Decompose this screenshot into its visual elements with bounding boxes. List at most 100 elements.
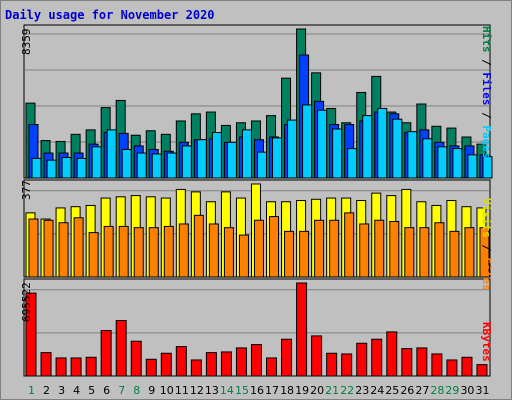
x-tick-label: 7 [118,384,125,397]
visits-sites-bar [253,219,264,278]
kbytes-kbytes-bar [55,357,67,377]
x-tick-label: 24 [370,384,384,397]
x-tick-label: 10 [160,384,174,397]
hits-pages-bar [392,118,403,179]
kbytes-kbytes-bar [386,331,398,377]
visits-sites-bar [58,222,69,278]
hits-pages-bar [181,145,192,179]
visits-sites-bar [389,220,400,278]
visits-legend-visits: Visits [480,198,493,238]
visits-sites-bar [148,227,159,278]
visits-sites-bar [404,227,415,278]
hits-pages-bar [241,129,252,179]
hits-pages-bar [226,141,237,179]
visits-sites-bar [344,212,355,278]
kbytes-kbytes-bar [296,282,308,377]
x-tick-label: 23 [355,384,369,397]
hits-pages-bar [467,154,478,179]
x-tick-label: 22 [340,384,354,397]
hits-pages-bar [31,157,42,179]
x-tick-label: 30 [460,384,474,397]
hits-legend-files: Files [480,72,493,106]
kbytes-kbytes-bar [205,352,217,377]
hits-pages-bar [256,151,267,179]
hits-pages-bar [76,157,87,179]
x-tick-label: 20 [310,384,324,397]
kbytes-kbytes-bar [220,351,232,377]
hits-pages-bar [287,119,298,179]
x-tick-label: 13 [205,384,219,397]
x-tick-label: 29 [445,384,459,397]
x-tick-label: 17 [265,384,279,397]
kbytes-kbytes-bar [461,356,473,377]
kbytes-kbytes-bar [446,359,458,377]
hits-pages-bar [302,104,313,179]
visits-sites-bar [163,225,174,278]
x-tick-label: 25 [385,384,399,397]
visits-sites-bar [329,219,340,278]
x-tick-label: 8 [133,384,140,397]
x-tick-label: 12 [190,384,204,397]
visits-sites-bar [449,230,460,278]
visits-sites-bar [88,232,99,278]
x-tick-label: 26 [400,384,414,397]
kbytes-kbytes-bar [371,338,383,377]
x-tick-label: 2 [43,384,50,397]
kbytes-kbytes-bar [160,352,172,377]
hits-pages-bar [211,132,222,179]
x-tick-label: 18 [280,384,294,397]
kbytes-kbytes-bar [175,346,187,377]
visits-sites-bar [299,230,310,278]
kbytes-kbytes-bar [341,353,353,377]
kbytes-kbytes-bar [416,347,428,377]
kbytes-kbytes-bar [401,348,413,377]
x-tick-label: 5 [88,384,95,397]
kbytes-legend-kbytes: KBytes [480,322,493,362]
hits-pages-bar [46,159,57,179]
visits-sites-bar [28,218,39,278]
visits-sites-bar [419,227,430,278]
x-tick-label: 11 [175,384,189,397]
visits-sites-bar [374,219,385,278]
visits-sites-bar [464,227,475,278]
kbytes-kbytes-bar [25,292,37,377]
kbytes-kbytes-bar [115,320,127,377]
hits-pages-bar [272,137,283,179]
visits-sites-bar [479,227,490,278]
visits-legend-sep: / [480,237,493,258]
kbytes-kbytes-bar [476,364,488,377]
hits-pages-bar [437,146,448,179]
x-tick-label: 19 [295,384,309,397]
hits-legend-pages: Pages [480,125,493,159]
visits-sites-bar [223,227,234,278]
visits-sites-bar [133,227,144,278]
visits-sites-bar [103,225,114,278]
hits-pages-bar [347,148,358,179]
kbytes-kbytes-bar [281,338,293,377]
visits-legend-sites: Sites [480,257,493,291]
visits-sites-bar [43,219,54,278]
kbytes-kbytes-bar [356,342,368,377]
hits-pages-bar [121,148,132,179]
visits-sites-bar [284,230,295,278]
kbytes-kbytes-bar [130,340,142,377]
x-tick-label: 4 [73,384,80,397]
visits-sites-bar [359,223,370,278]
hits-legend-sep2: / [480,105,493,126]
kbytes-kbytes-bar [235,347,247,377]
kbytes-kbytes-bar [85,356,97,377]
hits-legend-sep1: / [480,52,493,73]
visits-sites-bar [118,225,129,278]
kbytes-kbytes-bar [431,353,443,377]
hits-pages-bar [482,156,493,179]
visits-sites-bar [238,234,249,278]
kbytes-kbytes-bar [40,352,52,377]
hits-max-label: 8359 [20,28,33,56]
x-tick-label: 28 [430,384,444,397]
hits-legend-hits: Hits [480,26,493,53]
chart-title: Daily usage for November 2020 [5,8,215,22]
visits-sites-bar [193,214,204,278]
x-tick-label: 31 [475,384,489,397]
visits-max-label: 377 [20,180,33,200]
